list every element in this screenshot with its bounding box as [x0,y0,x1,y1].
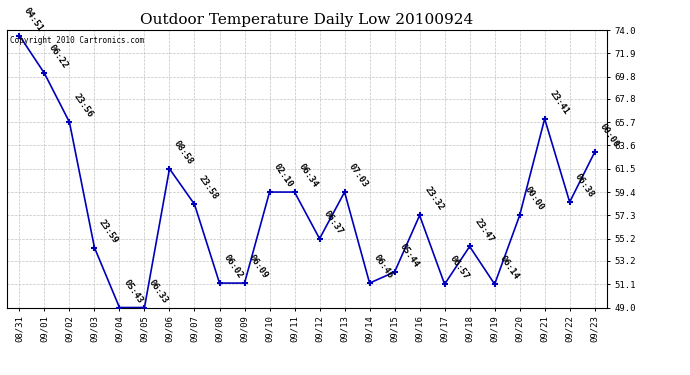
Text: 07:03: 07:03 [347,162,370,189]
Text: 06:33: 06:33 [147,278,170,305]
Text: 06:46: 06:46 [373,253,395,280]
Text: 23:59: 23:59 [97,217,120,245]
Text: 05:43: 05:43 [122,278,145,305]
Text: 23:56: 23:56 [72,92,95,119]
Text: 02:10: 02:10 [273,162,295,189]
Text: 00:00: 00:00 [598,122,620,149]
Text: 00:00: 00:00 [522,185,545,213]
Title: Outdoor Temperature Daily Low 20100924: Outdoor Temperature Daily Low 20100924 [141,13,473,27]
Text: 06:22: 06:22 [47,44,70,70]
Text: 04:51: 04:51 [22,6,45,33]
Text: 06:57: 06:57 [447,254,470,281]
Text: 23:58: 23:58 [197,174,220,201]
Text: 08:58: 08:58 [172,139,195,166]
Text: 23:32: 23:32 [422,185,445,213]
Text: 05:44: 05:44 [397,242,420,269]
Text: 06:38: 06:38 [573,172,595,199]
Text: 06:14: 06:14 [497,254,520,281]
Text: Copyright 2010 Cartronics.com: Copyright 2010 Cartronics.com [10,36,144,45]
Text: 06:37: 06:37 [322,209,345,236]
Text: 06:02: 06:02 [222,253,245,280]
Text: 23:41: 23:41 [547,89,570,116]
Text: 06:09: 06:09 [247,253,270,280]
Text: 06:34: 06:34 [297,162,320,189]
Text: 23:47: 23:47 [473,216,495,244]
